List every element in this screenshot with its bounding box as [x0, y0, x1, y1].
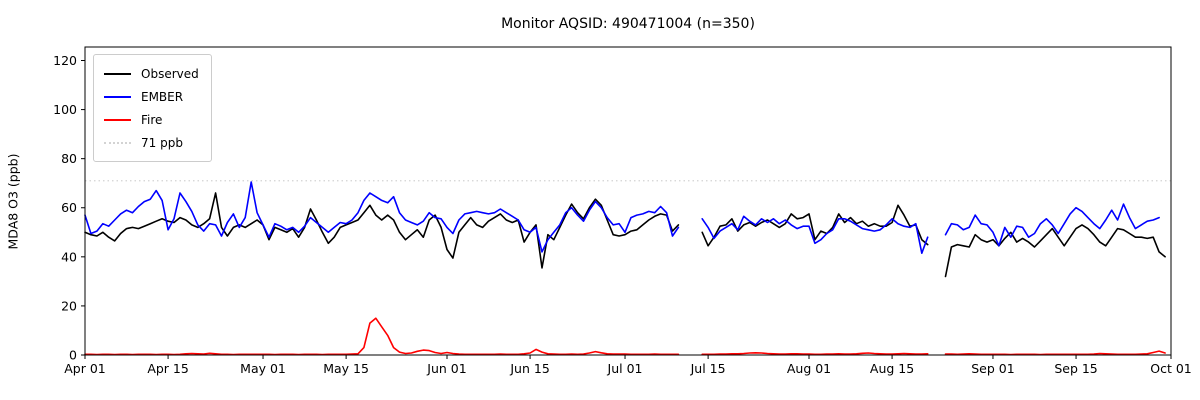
chart-title: Monitor AQSID: 490471004 (n=350) — [501, 16, 755, 32]
legend: Observed EMBER Fire 71 ppb — [93, 54, 212, 162]
legend-item-observed: Observed — [104, 62, 199, 85]
axes-frame — [84, 46, 1172, 356]
fire-line-swatch — [104, 118, 131, 121]
y-tick-label: 40 — [61, 249, 77, 264]
ember-line — [84, 181, 1160, 254]
x-tick-label: Oct 01 — [1150, 361, 1192, 376]
x-tick-label: Jul 01 — [607, 361, 643, 376]
ember-line-swatch — [104, 95, 131, 98]
x-tick-label: Jul 15 — [690, 361, 726, 376]
x-tick-label: Sep 15 — [1054, 361, 1097, 376]
y-tick-label: 60 — [61, 200, 77, 215]
legend-label: Observed — [141, 66, 199, 81]
legend-label: 71 ppb — [141, 135, 183, 150]
x-tick-label: May 15 — [323, 361, 369, 376]
legend-item-ember: EMBER — [104, 85, 199, 108]
x-tick-label: Sep 01 — [971, 361, 1014, 376]
y-tick-label: 0 — [69, 348, 77, 363]
legend-label: EMBER — [141, 89, 184, 104]
x-tick-label: Jun 15 — [509, 361, 549, 376]
x-tick-label: Aug 01 — [787, 361, 831, 376]
observed-line — [84, 192, 1166, 278]
y-tick-label: 80 — [61, 151, 77, 166]
x-tick-label: May 01 — [240, 361, 286, 376]
x-tick-label: Apr 15 — [147, 361, 189, 376]
legend-label: Fire — [141, 112, 163, 127]
x-tick-label: Jun 01 — [426, 361, 466, 376]
x-tick-label: Apr 01 — [64, 361, 106, 376]
y-tick-label: 120 — [53, 53, 77, 68]
observed-line-swatch — [104, 72, 131, 75]
y-tick-label: 100 — [53, 102, 77, 117]
threshold-line-swatch — [104, 141, 131, 144]
y-tick-label: 20 — [61, 298, 77, 313]
fire-line — [84, 317, 1166, 356]
x-tick-label: Aug 15 — [870, 361, 914, 376]
legend-item-threshold: 71 ppb — [104, 131, 199, 154]
legend-item-fire: Fire — [104, 108, 199, 131]
